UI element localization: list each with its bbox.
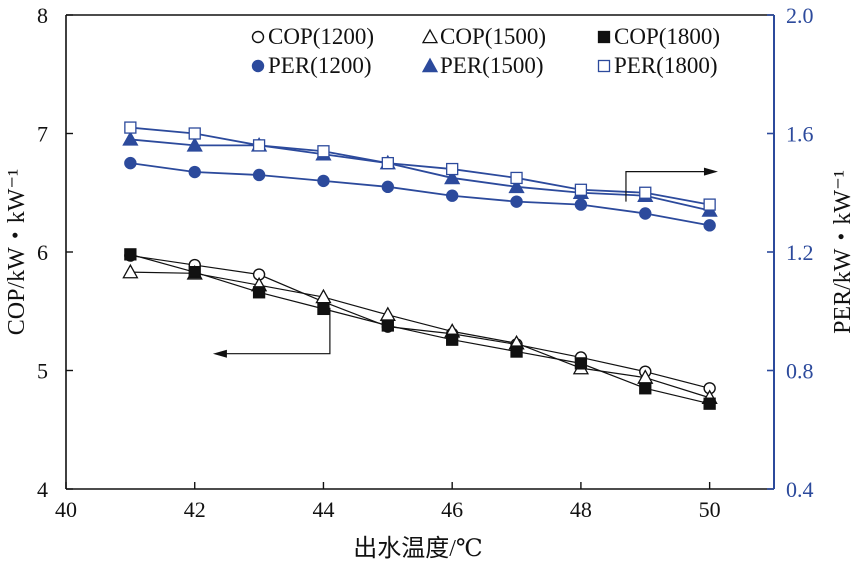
series-cop-1800 [124,248,716,410]
legend-item: PER(1800) [597,53,718,78]
data-point [252,286,266,299]
x-tick-label: 48 [570,497,592,522]
legend-marker [597,30,611,44]
legend-marker [251,59,265,73]
series-layer [122,121,718,410]
legend-item: COP(1500) [421,24,546,49]
y-right-tick-label: 0.4 [786,477,814,502]
x-tick-label: 40 [55,497,77,522]
data-point [381,180,395,194]
axis-ticks [65,14,774,490]
data-point [510,195,523,208]
series-per-1500 [122,131,718,217]
series-cop-1500 [122,263,718,405]
data-point [574,198,588,211]
y-left-tick-label: 5 [37,359,48,384]
data-point [446,162,459,176]
data-point [122,131,139,146]
data-point [639,382,652,395]
x-axis-title: 出水温度/℃ [353,535,483,562]
data-point [122,263,139,279]
annotations [212,167,718,358]
series-per-1800 [124,121,716,211]
x-tick-label: 42 [184,497,206,522]
data-point [252,168,266,182]
data-point [315,288,332,304]
y-right-tick-label: 0.8 [786,359,814,384]
data-point [317,145,330,158]
legend-item: COP(1800) [597,24,720,49]
data-point [317,302,330,316]
series-per-1200 [124,156,716,232]
series-line [130,162,710,227]
data-point [381,156,394,170]
y-right-tick-label: 2.0 [786,3,814,28]
data-point [252,139,266,152]
data-point [124,248,137,261]
y-right-tick-label: 1.2 [786,240,814,265]
y-left-tick-label: 6 [37,240,48,265]
data-point [379,306,396,322]
x-tick-label: 46 [441,497,463,522]
data-point [508,178,525,194]
y-right-axis-title: PER/kW・kW⁻¹ [830,170,856,334]
series-line [130,271,710,399]
x-tick-label: 44 [312,497,334,522]
y-left-tick-label: 8 [37,3,48,28]
legend-label: PER(1200) [268,53,372,78]
legend-label: COP(1200) [268,24,374,49]
data-point [703,198,716,211]
data-point [446,333,459,346]
series-line [130,253,710,405]
data-point [510,345,523,358]
legend-label: PER(1500) [440,53,544,78]
data-point [381,319,394,332]
data-point [510,171,523,185]
data-point [188,265,201,279]
data-point [574,183,588,196]
data-point [188,165,201,179]
data-point [574,357,588,370]
legend-label: COP(1800) [614,24,720,49]
series-line [130,126,710,206]
data-point [186,137,203,152]
legend-label: PER(1800) [614,53,718,78]
plot-frame [65,14,775,490]
y-left-tick-label: 7 [37,122,48,147]
legend-marker [597,59,611,73]
data-point [703,219,716,232]
series-cop-1200 [124,249,716,395]
data-point [124,121,137,134]
data-point [639,207,652,220]
y-right-tick-label: 1.6 [786,122,814,147]
y-left-tick-label: 4 [37,477,48,502]
legend-item: PER(1500) [421,53,544,78]
data-point [639,186,652,199]
data-point [188,127,201,140]
right-arrowhead [703,167,718,176]
left-axis-arrow [224,307,331,355]
series-line [130,138,710,212]
data-point [445,189,459,202]
left-arrowhead [212,349,227,358]
legend-marker [251,30,265,44]
series-line [130,254,710,389]
legend-label: COP(1500) [440,24,546,49]
legend-marker [421,28,439,44]
legend: COP(1200) COP(1500) COP(1800) PER(1200) PER(… [251,24,720,78]
x-tick-label: 50 [699,497,721,522]
legend-item: COP(1200) [251,24,374,49]
legend-item: PER(1200) [251,53,372,78]
data-point [317,174,330,188]
y-left-axis-title: COP/kW・kW⁻¹ [4,169,30,336]
right-axis-arrow [625,171,706,202]
data-point [444,169,461,185]
data-point [124,156,137,170]
data-point [703,397,716,410]
tick-labels: 40 42 44 46 48 50 4 5 6 7 8 0.4 0.8 1.2 1.6 2.0 [37,3,814,522]
legend-marker [421,57,439,73]
